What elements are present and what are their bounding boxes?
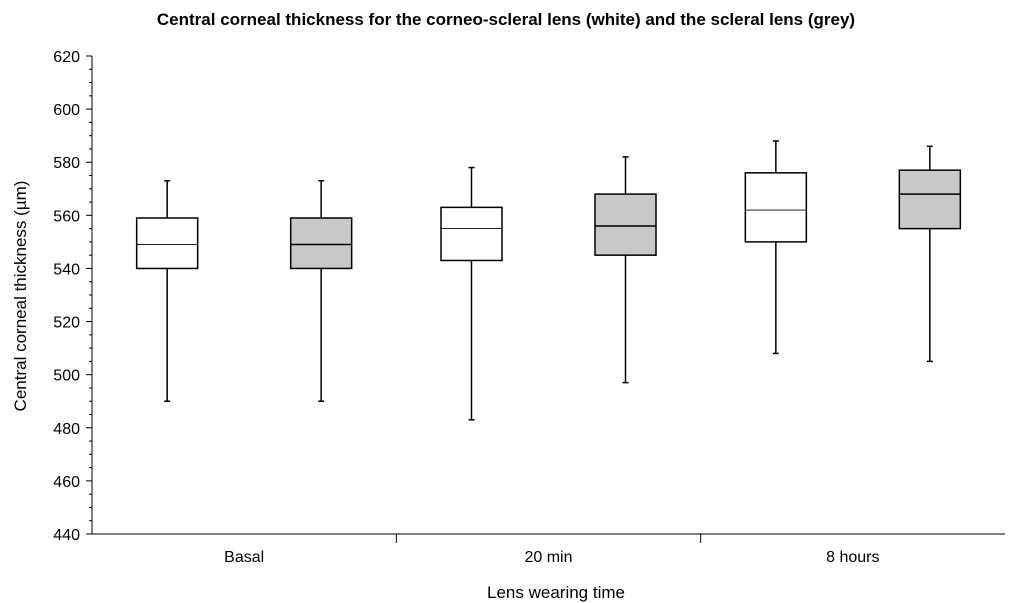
y-tick-label: 480	[53, 421, 80, 438]
box-corneo-scleral-0	[135, 180, 199, 402]
y-tick-label: 580	[53, 155, 80, 172]
box-scleral-2	[898, 145, 962, 363]
box-iqr	[898, 169, 962, 230]
y-tick-label: 620	[53, 49, 80, 66]
box-plot-marks	[135, 140, 962, 421]
x-tick-label: 8 hours	[826, 549, 879, 566]
box-corneo-scleral-1	[440, 166, 503, 421]
axes: 440 460 480 500 520 540 560 580 600 620 Basal 20 mi…	[53, 49, 1005, 566]
y-tick-label: 440	[53, 527, 80, 544]
y-tick-label: 520	[53, 315, 80, 332]
x-axis-title: Lens wearing time	[487, 583, 625, 602]
chart-title: Central corneal thickness for the corneo…	[156, 10, 856, 29]
box-iqr	[289, 217, 353, 270]
box-iqr	[440, 206, 503, 262]
y-tick-label: 500	[53, 368, 80, 385]
box-corneo-scleral-2	[744, 140, 808, 355]
y-tick-label: 540	[53, 261, 80, 278]
x-tick-label: Basal	[224, 549, 264, 566]
y-axis-title: Central corneal thickness (µm)	[11, 181, 30, 412]
box-iqr	[744, 172, 808, 243]
box-iqr	[135, 217, 199, 270]
box-scleral-0	[289, 180, 353, 402]
box-iqr	[594, 193, 657, 256]
y-tick-label: 600	[53, 102, 80, 119]
y-tick-label: 560	[53, 208, 80, 225]
x-tick-label: 20 min	[524, 549, 572, 566]
box-scleral-1	[594, 156, 657, 384]
y-tick-label: 460	[53, 474, 80, 491]
